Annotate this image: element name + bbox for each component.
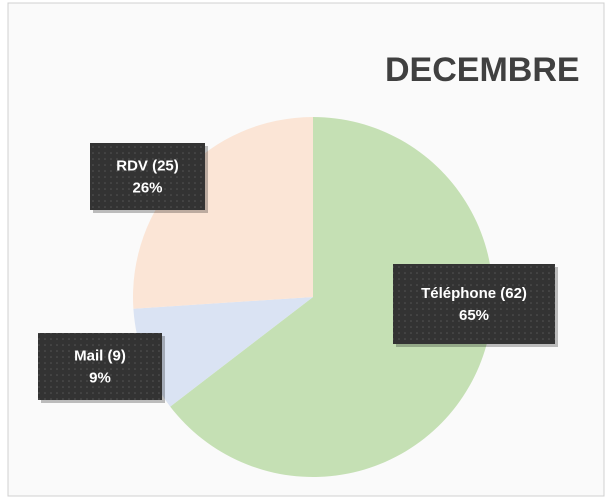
- label-value: (9): [108, 348, 126, 365]
- chart-title: DECEMBRE: [385, 51, 580, 89]
- label-value: (25): [152, 158, 179, 175]
- pie-slice: [170, 117, 494, 478]
- pie-slice: [133, 297, 313, 407]
- data-label: Téléphone (62): [421, 285, 527, 302]
- label-percent: 65%: [459, 307, 489, 324]
- label-percent: 26%: [132, 180, 162, 197]
- label-category: Mail: [74, 348, 103, 365]
- label-value: (62): [500, 285, 527, 302]
- label-category: RDV: [116, 158, 148, 175]
- label-box: [393, 264, 555, 344]
- pie: [133, 117, 494, 478]
- label-box: [38, 333, 162, 400]
- label-percent: 9%: [89, 370, 111, 387]
- data-label: Mail (9): [74, 348, 126, 365]
- label-category: Téléphone: [421, 285, 496, 302]
- data-label: RDV (25): [116, 158, 179, 175]
- data-labels: Téléphone (62) 65% Mail (9) 9% RDV (25) 26%: [38, 143, 558, 403]
- label-box: [90, 143, 205, 210]
- pie-slice: [133, 117, 313, 309]
